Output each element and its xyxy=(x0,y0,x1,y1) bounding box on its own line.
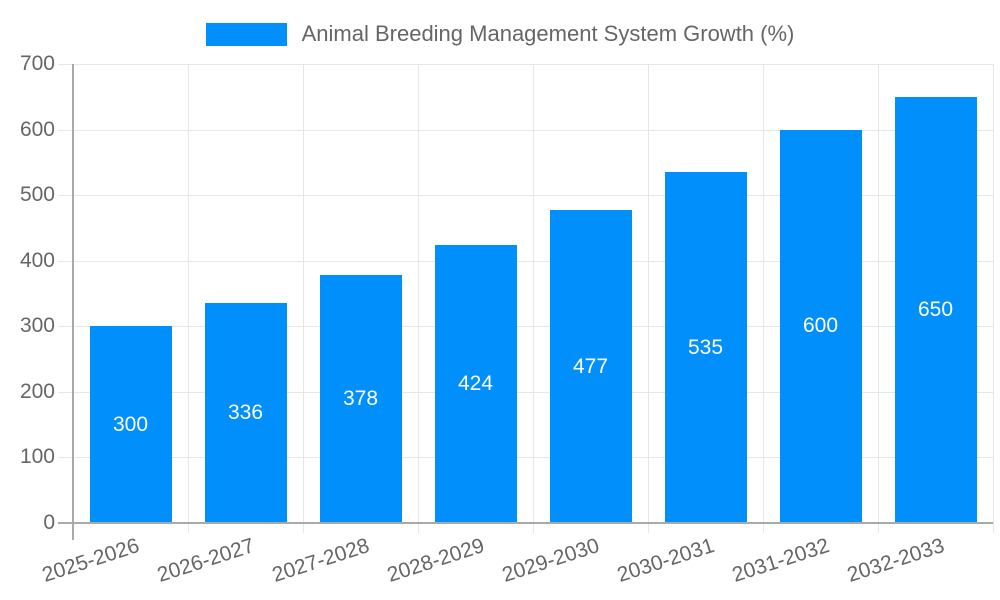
bar-2028-2029[interactable]: 424 xyxy=(434,244,517,523)
bar-value-label: 336 xyxy=(227,400,264,424)
x-tick-label: 2027-2028 xyxy=(268,534,372,587)
x-axis-line xyxy=(58,522,993,524)
x-tick-label: 2032-2033 xyxy=(843,534,947,587)
bar-2027-2028[interactable]: 378 xyxy=(319,275,402,523)
v-gridline xyxy=(648,64,649,533)
h-gridline xyxy=(58,129,993,131)
v-gridline xyxy=(303,64,304,533)
bar-2026-2027[interactable]: 336 xyxy=(204,302,287,523)
y-axis-line xyxy=(72,64,74,540)
y-tick-label: 0 xyxy=(43,511,55,534)
y-tick-label: 600 xyxy=(19,117,55,141)
bar-value-label: 300 xyxy=(112,412,149,436)
x-tick-label: 2029-2030 xyxy=(498,534,602,587)
legend-item[interactable]: Animal Breeding Management System Growth… xyxy=(205,21,795,47)
x-tick-label: 2026-2027 xyxy=(153,534,257,587)
y-tick-label: 100 xyxy=(19,445,55,469)
y-tick-label: 400 xyxy=(19,248,55,272)
bar-value-label: 424 xyxy=(457,371,494,395)
h-gridline xyxy=(58,326,993,328)
legend-label: Animal Breeding Management System Growth… xyxy=(301,21,795,46)
bar-2032-2033[interactable]: 650 xyxy=(894,96,977,523)
v-gridline xyxy=(533,64,534,533)
legend-swatch xyxy=(205,22,287,46)
bar-2025-2026[interactable]: 300 xyxy=(89,326,172,523)
bar-2031-2032[interactable]: 600 xyxy=(779,129,862,523)
v-gridline xyxy=(418,64,419,533)
x-tick-label: 2030-2031 xyxy=(613,534,717,587)
h-gridline xyxy=(58,260,993,262)
v-gridline xyxy=(878,64,879,533)
x-tick-label: 2031-2032 xyxy=(728,534,832,587)
bar-2029-2030[interactable]: 477 xyxy=(549,210,632,523)
chart-legend: Animal Breeding Management System Growth… xyxy=(0,21,1000,47)
h-gridline xyxy=(58,391,993,393)
x-tick-label: 2025-2026 xyxy=(38,534,142,587)
y-tick-label: 500 xyxy=(19,183,55,207)
v-gridline xyxy=(188,64,189,533)
x-tick-label: 2028-2029 xyxy=(383,534,487,587)
bar-value-label: 600 xyxy=(802,314,839,338)
bar-value-label: 477 xyxy=(572,354,609,378)
h-gridline xyxy=(58,195,993,197)
y-tick-label: 700 xyxy=(19,52,55,75)
h-gridline xyxy=(58,64,993,65)
v-gridline xyxy=(993,64,994,533)
v-gridline xyxy=(763,64,764,533)
h-gridline xyxy=(58,457,993,459)
y-tick-label: 200 xyxy=(19,379,55,403)
y-tick-label: 300 xyxy=(19,314,55,338)
plot-area: 300 336 378 424 477 535 600 650 xyxy=(58,64,994,533)
bar-value-label: 650 xyxy=(917,297,954,321)
bar-value-label: 378 xyxy=(342,387,379,411)
bar-value-label: 535 xyxy=(687,335,724,359)
bar-2030-2031[interactable]: 535 xyxy=(664,172,747,523)
